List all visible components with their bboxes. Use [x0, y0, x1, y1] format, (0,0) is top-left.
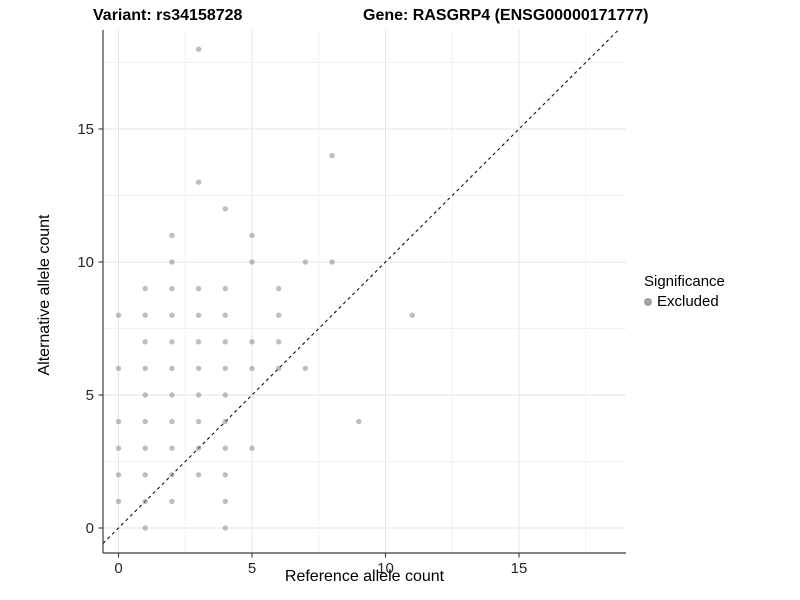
- data-point: [195, 365, 202, 372]
- data-point: [115, 365, 122, 372]
- y-tick-label: 15: [77, 121, 94, 138]
- x-axis-label: Reference allele count: [284, 568, 445, 585]
- data-point: [356, 418, 362, 425]
- data-point: [249, 232, 255, 239]
- data-point: [195, 312, 202, 318]
- data-point: [195, 445, 202, 451]
- x-tick-label: 15: [511, 560, 528, 577]
- data-point: [142, 339, 148, 345]
- data-point: [195, 418, 202, 425]
- data-point: [169, 259, 175, 265]
- x-tick-label: 0: [114, 560, 122, 577]
- data-point: [222, 445, 228, 451]
- data-point: [169, 445, 175, 451]
- y-tick-label: 10: [77, 254, 94, 271]
- plot-title-variant: Variant: rs34158728: [93, 7, 243, 24]
- x-tick-label: 5: [248, 560, 256, 577]
- data-point: [195, 392, 202, 398]
- data-point: [115, 312, 122, 318]
- y-tick-label: 0: [86, 520, 94, 537]
- data-point: [222, 418, 228, 425]
- data-point: [169, 285, 175, 292]
- data-point: [142, 525, 148, 531]
- data-point: [249, 445, 255, 451]
- plot-title-gene: Gene: RASGRP4 (ENSG00000171777): [363, 7, 649, 24]
- data-point: [115, 472, 122, 478]
- data-point: [169, 232, 175, 239]
- data-point: [195, 179, 202, 185]
- identity-dashed-line: [102, 29, 619, 544]
- data-point: [249, 339, 255, 345]
- data-point: [169, 392, 175, 398]
- data-point: [222, 525, 228, 531]
- data-point: [142, 445, 148, 451]
- data-point: [329, 152, 335, 159]
- data-point: [276, 339, 282, 345]
- data-point: [222, 498, 228, 505]
- data-point: [222, 206, 228, 212]
- data-point: [169, 498, 175, 505]
- data-point: [276, 285, 282, 292]
- data-point: [115, 418, 122, 425]
- data-point: [142, 472, 148, 478]
- data-point: [169, 472, 175, 478]
- data-point: [409, 312, 415, 318]
- legend: Significance Excluded: [644, 273, 725, 310]
- data-point: [169, 312, 175, 318]
- data-point: [276, 312, 282, 318]
- data-point: [115, 445, 122, 451]
- data-point: [222, 312, 228, 318]
- data-point: [169, 418, 175, 425]
- legend-item-excluded: Excluded: [644, 293, 725, 310]
- y-tick-label: 5: [86, 387, 94, 404]
- data-point: [329, 259, 335, 265]
- data-point: [222, 392, 228, 398]
- x-tick-label: 10: [377, 560, 394, 577]
- legend-item-label: Excluded: [657, 293, 719, 310]
- data-point: [302, 259, 309, 265]
- data-point: [222, 365, 228, 372]
- data-point: [169, 365, 175, 372]
- data-point: [222, 339, 228, 345]
- data-point: [142, 285, 148, 292]
- data-point: [302, 365, 309, 372]
- data-point: [142, 312, 148, 318]
- data-point: [195, 46, 202, 52]
- data-point: [142, 392, 148, 398]
- data-point: [222, 285, 228, 292]
- y-axis-label: Alternative allele count: [36, 214, 53, 376]
- data-point: [115, 498, 122, 505]
- data-point: [142, 365, 148, 372]
- data-point: [195, 339, 202, 345]
- data-point: [142, 498, 148, 505]
- data-point: [195, 285, 202, 292]
- data-point: [142, 418, 148, 425]
- data-point: [195, 472, 202, 478]
- data-point: [222, 472, 228, 478]
- data-point: [249, 259, 255, 265]
- legend-point-circle-icon: [644, 297, 652, 306]
- data-point: [169, 339, 175, 345]
- legend-title: Significance: [644, 273, 725, 290]
- data-point: [276, 365, 282, 372]
- data-point: [249, 365, 255, 372]
